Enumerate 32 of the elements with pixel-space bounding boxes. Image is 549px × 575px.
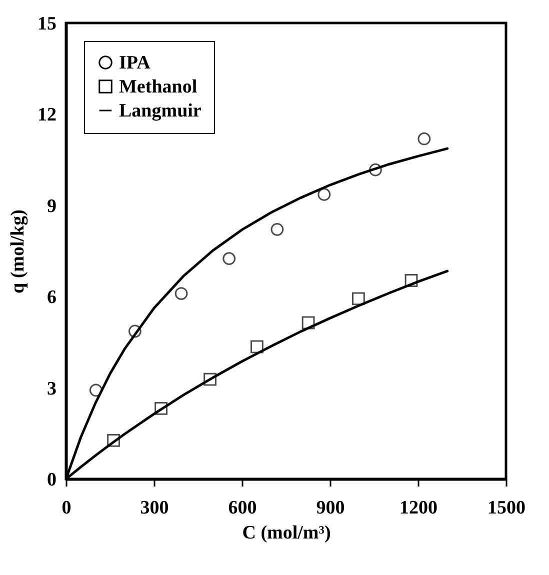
point xyxy=(318,188,331,201)
point xyxy=(174,287,188,300)
y-tick-label: 3 xyxy=(47,378,56,400)
legend-label: Langmuir xyxy=(119,100,202,122)
y-axis-title: q (mol/kg) xyxy=(8,210,28,294)
legend-label: IPA xyxy=(119,52,151,74)
point xyxy=(404,274,418,287)
point xyxy=(154,402,168,415)
y-tick-label: 0 xyxy=(47,470,56,490)
point xyxy=(128,324,142,338)
y-tick-label: 12 xyxy=(38,104,56,126)
y-tick-label: 15 xyxy=(38,14,56,34)
x-axis-title: C (mol/m³) xyxy=(242,522,331,544)
x-tick-label: 900 xyxy=(316,498,345,518)
x-tick-label: 1200 xyxy=(400,498,438,518)
point xyxy=(204,372,216,386)
legend-label: Methanol xyxy=(119,76,198,98)
point xyxy=(369,163,382,176)
x-tick-label: 600 xyxy=(228,498,257,518)
point xyxy=(89,384,102,397)
x-tick-label: 1500 xyxy=(488,498,526,518)
point xyxy=(250,340,264,354)
point xyxy=(352,292,365,306)
y-tick-label: 6 xyxy=(47,287,56,308)
point xyxy=(107,434,120,447)
y-tick-label: 9 xyxy=(47,196,56,217)
point xyxy=(222,252,236,266)
point xyxy=(270,222,284,236)
point xyxy=(418,132,431,146)
x-tick-label: 300 xyxy=(140,498,169,518)
point xyxy=(302,316,315,330)
x-tick-label: 0 xyxy=(62,498,72,518)
